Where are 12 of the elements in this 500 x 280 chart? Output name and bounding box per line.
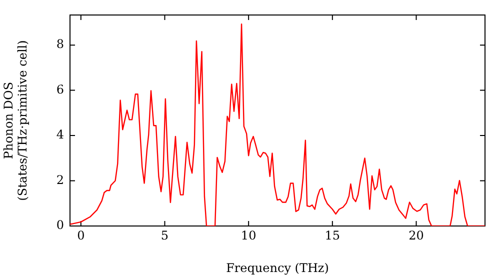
- x-axis-title: Frequency (THz): [226, 260, 329, 275]
- x-tick-label: 0: [77, 228, 85, 242]
- y-tick-label: 0: [56, 218, 64, 232]
- x-tick-label: 20: [408, 228, 424, 242]
- x-tick-label: 15: [324, 228, 340, 242]
- y-axis-title: Phonon DOS (States/THz·primitive cell): [1, 40, 30, 201]
- y-tick-label: 8: [56, 37, 64, 52]
- y-tick-label: 2: [56, 172, 64, 187]
- x-tick-label: 10: [240, 228, 256, 242]
- y-tick-label: 6: [56, 82, 64, 96]
- y-tick-label: 4: [56, 128, 64, 142]
- x-tick-label: 5: [160, 228, 169, 242]
